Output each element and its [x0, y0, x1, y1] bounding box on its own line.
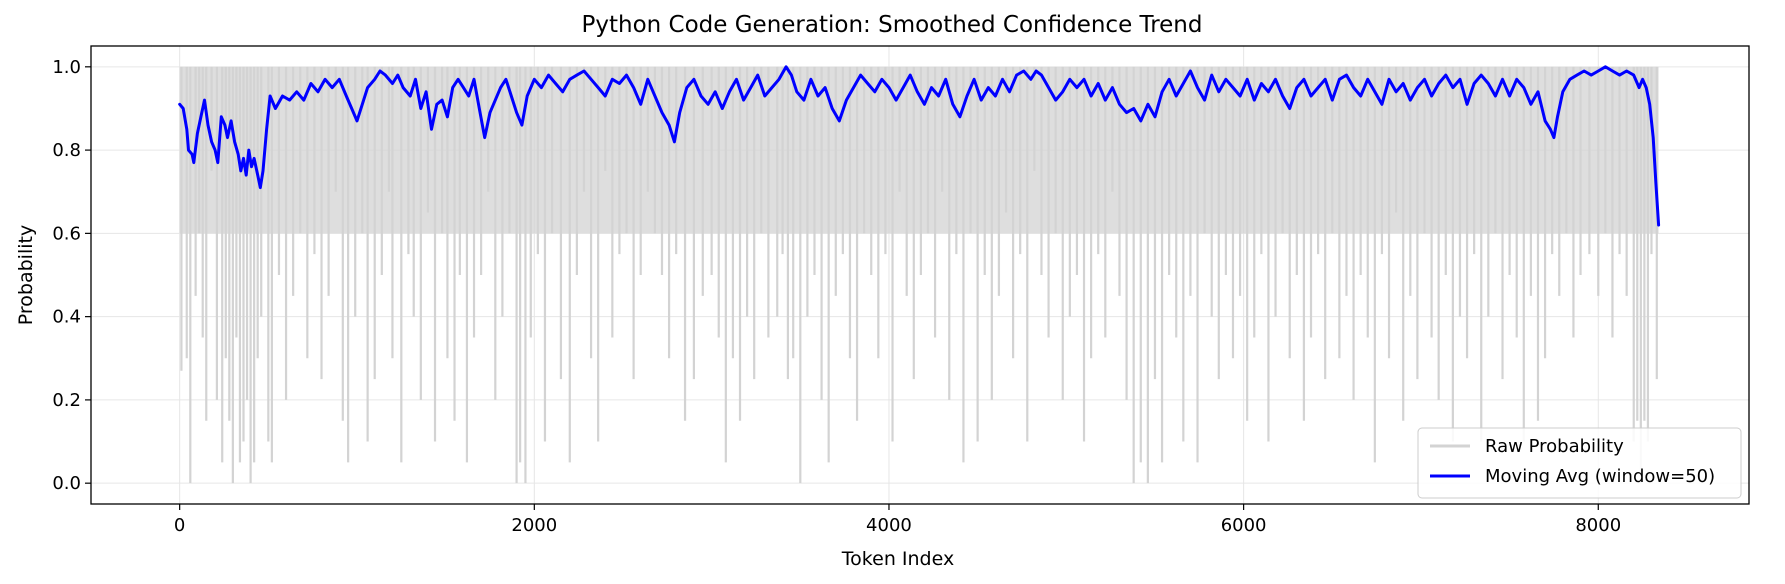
y-axis-label: Probability	[15, 225, 37, 325]
plot-frame	[90, 45, 1750, 505]
x-tick-label: 0	[174, 515, 185, 536]
moving-average-layer	[178, 65, 1661, 227]
y-tick-label: 1.0	[52, 57, 81, 78]
chart-title: Python Code Generation: Smoothed Confide…	[582, 12, 1203, 38]
y-tick-label: 0.4	[52, 307, 81, 328]
x-tick-label: 2000	[511, 515, 557, 536]
x-tick-label: 6000	[1221, 515, 1267, 536]
y-tick-label: 0.2	[52, 390, 81, 411]
x-ticks: 0 2000 4000 6000 8000	[174, 504, 1621, 536]
legend-box	[1417, 427, 1742, 499]
legend-raw-label: Raw Probability	[1485, 436, 1624, 457]
legend-avg-label: Moving Avg (window=50)	[1485, 466, 1715, 487]
y-tick-label: 0.8	[52, 140, 81, 161]
y-ticks: 0.0 0.2 0.4 0.6 0.8 1.0	[52, 57, 91, 494]
x-tick-label: 8000	[1575, 515, 1621, 536]
legend: Raw Probability Moving Avg (window=50)	[1417, 427, 1742, 499]
y-tick-label: 0.0	[52, 473, 81, 494]
x-tick-label: 4000	[866, 515, 912, 536]
x-axis-label: Token Index	[841, 548, 954, 570]
y-tick-label: 0.6	[52, 223, 81, 244]
moving-average-line	[178, 65, 1661, 227]
